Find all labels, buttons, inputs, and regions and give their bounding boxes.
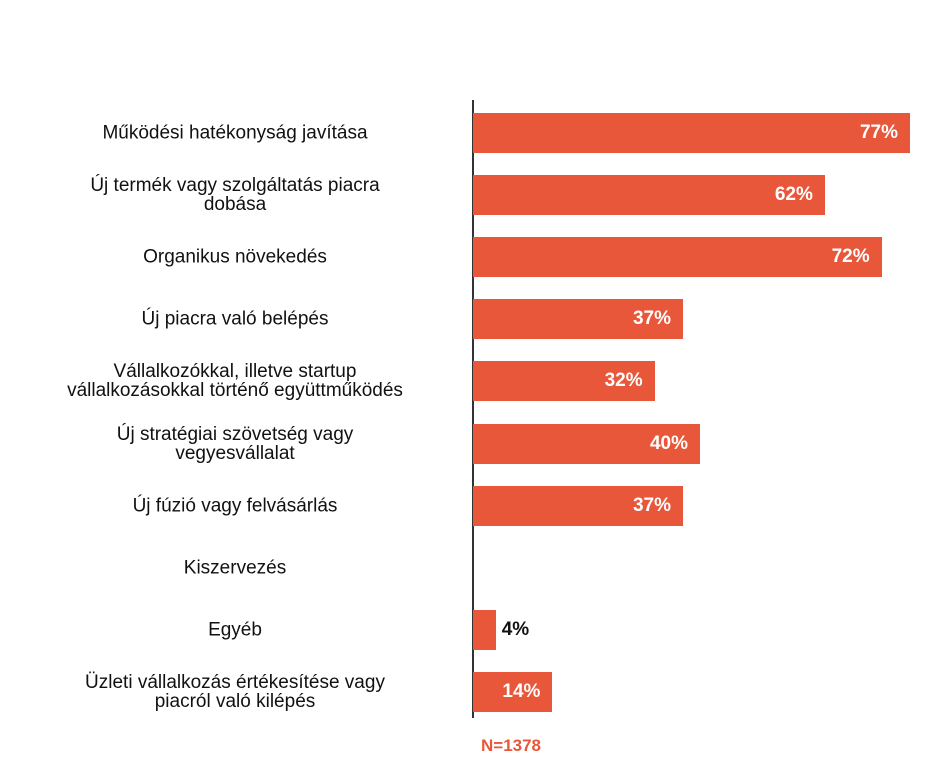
- value-label: 72%: [831, 246, 870, 268]
- category-label: Egyéb: [208, 619, 262, 641]
- axis-line: [472, 100, 474, 718]
- bar: [473, 361, 655, 402]
- bar: [473, 671, 553, 712]
- bar: [473, 175, 825, 216]
- bar: [473, 237, 882, 278]
- value-label: 62%: [774, 184, 813, 206]
- category-label: Üzleti vállalkozás értékesítése vagy pia…: [85, 671, 385, 712]
- category-label: Új stratégiai szövetség vagy vegyesválla…: [116, 423, 354, 464]
- category-label: Működési hatékonyság javítása: [102, 122, 368, 144]
- value-label: 14%: [502, 680, 541, 702]
- sample-note: N=1378: [480, 736, 542, 755]
- category-label: Új piacra való belépés: [141, 308, 329, 330]
- category-label: Új termék vagy szolgáltatás piacra dobás…: [90, 175, 380, 216]
- value-label: 37%: [632, 494, 671, 516]
- bar: [473, 299, 683, 340]
- bar: [473, 113, 910, 153]
- value-label: 4%: [501, 618, 530, 640]
- bar: [473, 609, 496, 650]
- category-label: Organikus növekedés: [143, 246, 327, 268]
- bar: [473, 423, 700, 464]
- category-label: Kiszervezés: [183, 557, 287, 579]
- value-label: 77%: [859, 122, 898, 143]
- category-label: Vállalkozókkal, illetve startup vállalko…: [67, 361, 403, 402]
- value-label: 37%: [632, 308, 671, 330]
- category-label: Új fúzió vagy felvásárlás: [132, 495, 338, 517]
- value-label: 40%: [649, 432, 688, 454]
- bar: [473, 485, 683, 526]
- value-label: 32%: [604, 370, 643, 392]
